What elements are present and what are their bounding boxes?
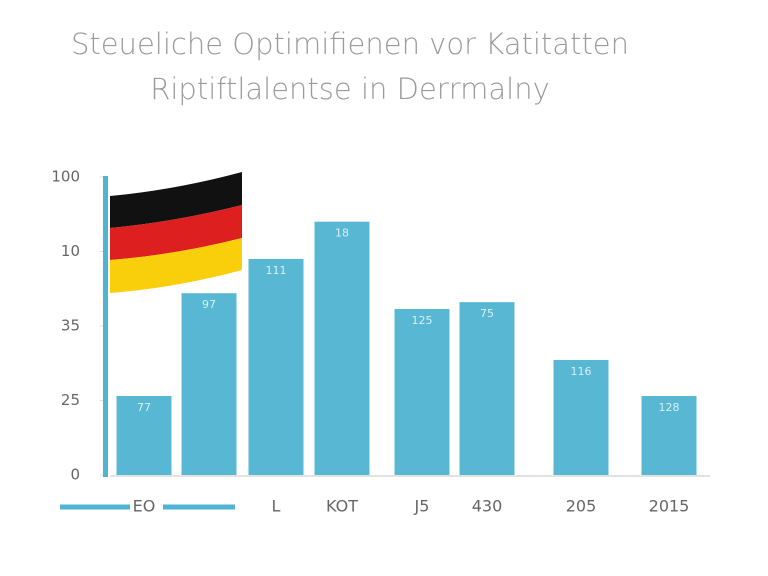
value-label: 116 <box>571 365 592 378</box>
bar <box>641 396 697 475</box>
bar <box>459 302 515 475</box>
value-label: 97 <box>202 298 216 311</box>
bar <box>116 396 172 475</box>
y-tick-label: 25 <box>61 391 80 409</box>
y-tick-label: 10 <box>61 242 80 260</box>
bar <box>553 359 609 475</box>
y-tick-label: 100 <box>51 168 80 186</box>
y-tick-label: 35 <box>61 317 80 335</box>
value-label: 128 <box>659 401 680 414</box>
x-tick-label: 2015 <box>649 497 690 516</box>
x-tick-label: 430 <box>472 497 503 516</box>
bar <box>394 309 450 475</box>
value-label: 18 <box>335 227 349 240</box>
value-label: 125 <box>412 314 433 327</box>
x-tick-label: J5 <box>414 497 430 516</box>
bar <box>181 293 237 475</box>
value-label: 77 <box>137 401 151 414</box>
flag-pole <box>103 176 108 477</box>
chart-title: Steueliche Optimifienen vor Katitatten <box>71 27 629 61</box>
x-tick-label: L <box>272 497 281 516</box>
x-tick-label: 205 <box>566 497 597 516</box>
chart-subtitle: Riptiftlalentse in Derrmalny <box>150 72 550 106</box>
bar <box>314 221 370 475</box>
x-tick-label: EO <box>133 497 156 516</box>
value-label: 111 <box>266 264 287 277</box>
value-label: 75 <box>480 307 494 320</box>
bar <box>248 258 304 475</box>
flag <box>110 172 242 293</box>
y-tick-label: 0 <box>70 466 80 484</box>
x-tick-label: KOT <box>326 497 358 516</box>
